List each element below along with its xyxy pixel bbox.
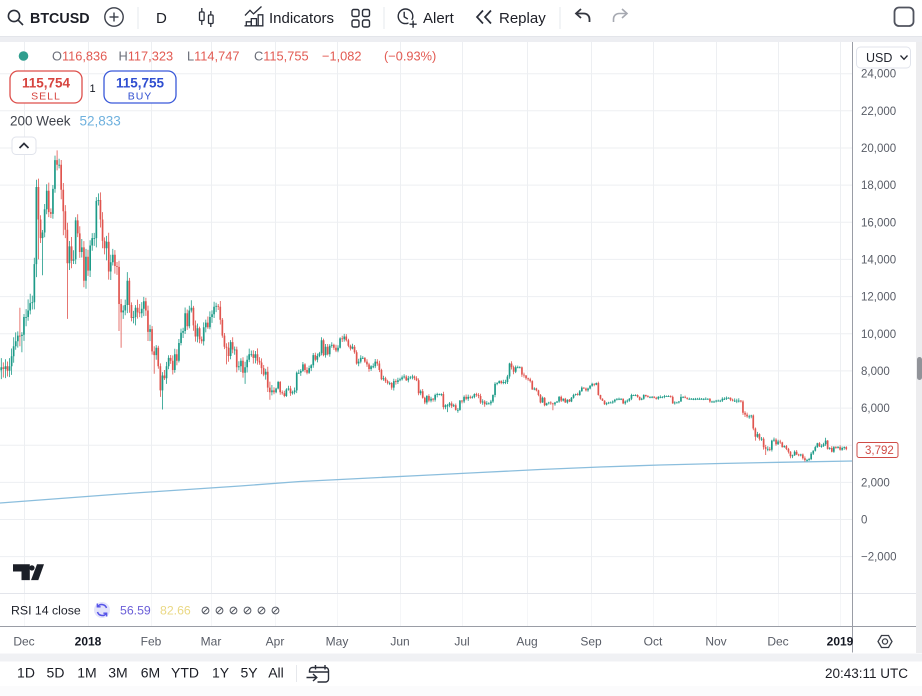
svg-text:RSI 14 close: RSI 14 close bbox=[11, 604, 81, 618]
svg-text:1: 1 bbox=[89, 83, 95, 95]
svg-text:5Y: 5Y bbox=[240, 665, 258, 681]
svg-text:Apr: Apr bbox=[266, 635, 285, 649]
svg-text:Replay: Replay bbox=[499, 10, 546, 27]
svg-text:20,000: 20,000 bbox=[861, 143, 896, 155]
svg-text:3M: 3M bbox=[108, 665, 127, 681]
svg-text:5D: 5D bbox=[47, 665, 65, 681]
svg-text:BTCUSD: BTCUSD bbox=[30, 11, 90, 27]
svg-text:SELL: SELL bbox=[31, 91, 61, 103]
svg-text:USD: USD bbox=[866, 51, 892, 65]
svg-text:Sep: Sep bbox=[580, 635, 602, 649]
svg-text:Mar: Mar bbox=[201, 635, 222, 649]
svg-text:82.66: 82.66 bbox=[160, 604, 191, 618]
svg-text:2,000: 2,000 bbox=[861, 477, 890, 489]
svg-text:1M: 1M bbox=[77, 665, 96, 681]
svg-text:0: 0 bbox=[861, 515, 867, 527]
svg-text:Nov: Nov bbox=[705, 635, 726, 649]
svg-text:200 Week: 200 Week bbox=[10, 114, 71, 129]
svg-text:BUY: BUY bbox=[128, 91, 153, 103]
svg-text:24,000: 24,000 bbox=[861, 69, 896, 81]
svg-text:−2,000: −2,000 bbox=[861, 552, 897, 564]
svg-text:YTD: YTD bbox=[171, 665, 199, 681]
svg-text:52,833: 52,833 bbox=[80, 114, 121, 129]
svg-text:6M: 6M bbox=[141, 665, 160, 681]
svg-text:14,000: 14,000 bbox=[861, 254, 896, 266]
svg-text:Dec: Dec bbox=[767, 635, 788, 649]
svg-text:3,792: 3,792 bbox=[865, 445, 894, 457]
svg-text:10,000: 10,000 bbox=[861, 329, 896, 341]
svg-text:Jul: Jul bbox=[454, 635, 469, 649]
svg-text:12,000: 12,000 bbox=[861, 292, 896, 304]
svg-text:Feb: Feb bbox=[141, 635, 162, 649]
svg-text:D: D bbox=[156, 10, 167, 27]
svg-text:2019: 2019 bbox=[827, 635, 854, 649]
svg-text:Alert: Alert bbox=[423, 10, 455, 27]
svg-text:May: May bbox=[326, 635, 349, 649]
svg-text:22,000: 22,000 bbox=[861, 106, 896, 118]
svg-text:Aug: Aug bbox=[516, 635, 537, 649]
svg-text:1Y: 1Y bbox=[212, 665, 230, 681]
svg-text:2018: 2018 bbox=[75, 635, 102, 649]
svg-text:Indicators: Indicators bbox=[269, 10, 334, 27]
svg-text:18,000: 18,000 bbox=[861, 180, 896, 192]
svg-text:16,000: 16,000 bbox=[861, 217, 896, 229]
svg-text:20:43:11 UTC: 20:43:11 UTC bbox=[825, 666, 908, 681]
svg-text:115,755: 115,755 bbox=[116, 76, 165, 91]
svg-text:56.59: 56.59 bbox=[120, 604, 151, 618]
svg-text:1D: 1D bbox=[17, 665, 35, 681]
svg-text:Dec: Dec bbox=[13, 635, 34, 649]
svg-text:Oct: Oct bbox=[644, 635, 663, 649]
svg-text:8,000: 8,000 bbox=[861, 366, 890, 378]
svg-text:115,754: 115,754 bbox=[22, 76, 71, 91]
svg-text:All: All bbox=[268, 665, 284, 681]
svg-text:6,000: 6,000 bbox=[861, 403, 890, 415]
svg-text:Jun: Jun bbox=[390, 635, 409, 649]
